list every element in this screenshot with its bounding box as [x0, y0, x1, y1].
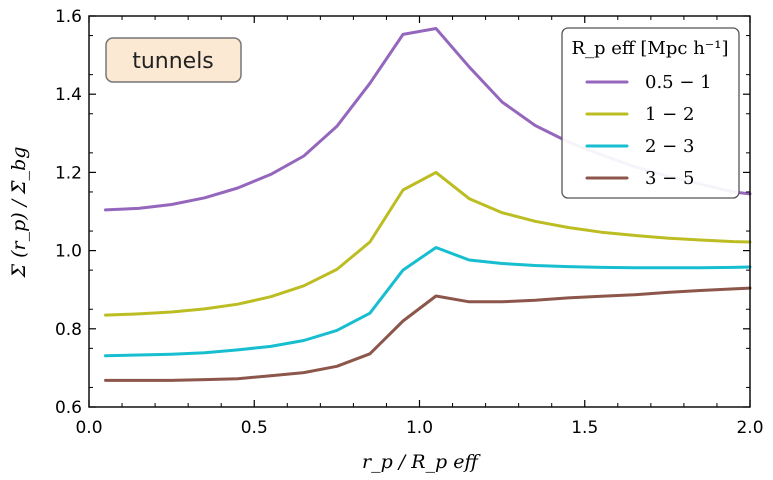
- y-tick-label: 1.6: [55, 7, 82, 27]
- legend-frame: [561, 27, 740, 199]
- series-line-3: [104, 246, 752, 358]
- y-tick-label: 1.2: [55, 163, 82, 183]
- y-axis: 0.6 0.8 1.0 1.2 1.4 1.6: [55, 7, 750, 418]
- legend-title: R_p eff [Mpc h⁻¹]: [571, 38, 728, 59]
- y-axis-title: Σ (r_p) / Σ̄_bg: [8, 147, 30, 279]
- x-tick-label: 2.0: [736, 418, 763, 438]
- y-tick-label: 0.6: [55, 398, 82, 418]
- legend-label-2: 1 − 2: [645, 104, 694, 125]
- legend-label-3: 2 − 3: [645, 136, 694, 157]
- legend-label-4: 3 − 5: [645, 168, 694, 189]
- legend: R_p eff [Mpc h⁻¹] 0.5 − 1 1 − 2 2 − 3 3 − 5: [561, 27, 740, 199]
- y-tick-label: 1.4: [55, 85, 82, 105]
- x-tick-label: 0.5: [241, 418, 268, 438]
- x-axis: 0.0 0.5 1.0 1.5 2.0: [75, 16, 764, 438]
- x-tick-label: 1.5: [571, 418, 598, 438]
- annotation-background: [105, 37, 242, 83]
- x-tick-label: 1.0: [406, 418, 433, 438]
- y-tick-label: 0.8: [55, 320, 82, 340]
- x-tick-label: 0.0: [75, 418, 102, 438]
- series-line-4: [104, 286, 752, 382]
- y-tick-label: 1.0: [55, 242, 82, 262]
- legend-label-1: 0.5 − 1: [645, 72, 712, 93]
- annotation-label: tunnels: [132, 49, 214, 74]
- x-axis-title: r_p / R_p eff: [362, 451, 481, 473]
- series-line-2: [104, 170, 752, 317]
- annotation-box: tunnels: [105, 37, 242, 83]
- legend-items: 0.5 − 1 1 − 2 2 − 3 3 − 5: [585, 72, 712, 189]
